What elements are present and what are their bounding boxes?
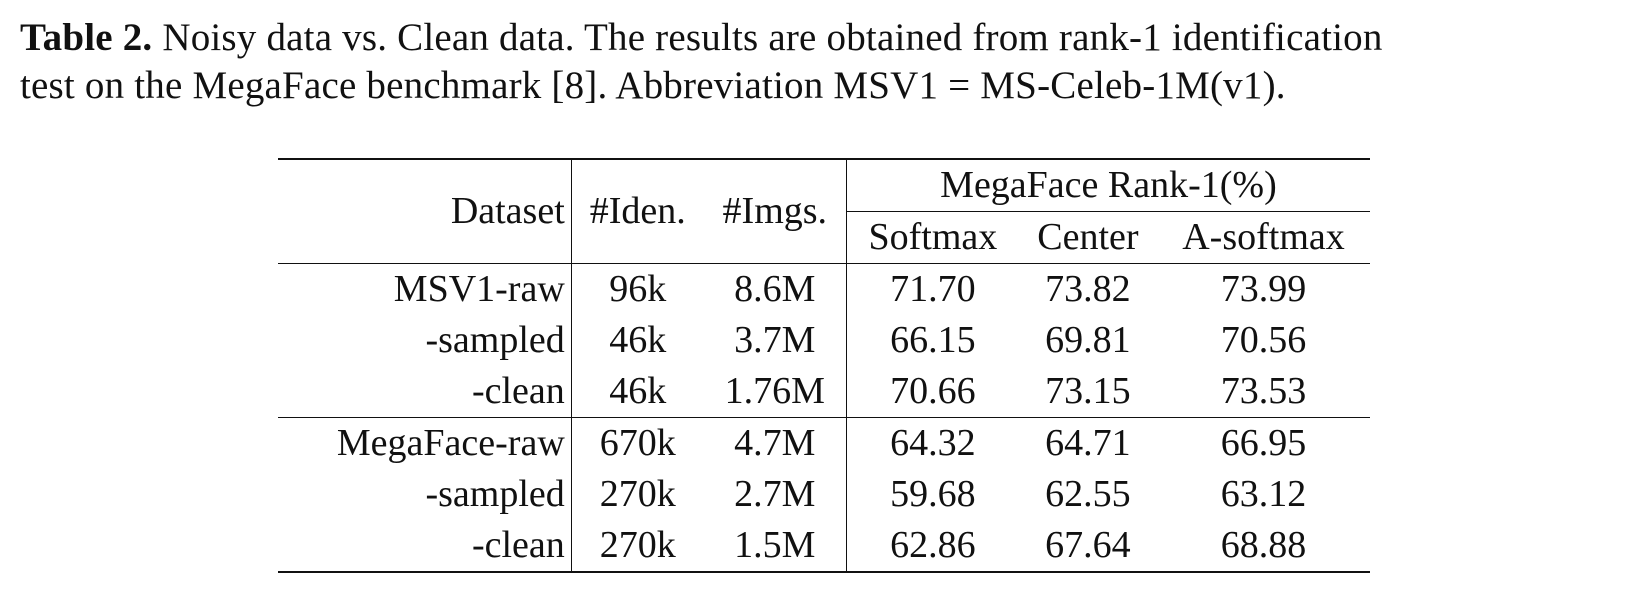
cell-asoftmax: 73.53 <box>1220 370 1307 412</box>
cell-identities: 96k <box>571 263 704 315</box>
cell-softmax: 71.70 <box>846 263 1019 315</box>
cell-softmax: 62.86 <box>846 520 1019 573</box>
cell-asoftmax: 66.95 <box>1157 417 1370 469</box>
table-row: -clean 270k 1.5M 62.86 67.64 68.88 <box>278 520 1370 573</box>
header-softmax: Softmax <box>868 216 998 258</box>
header-identities: #Iden. <box>571 158 704 264</box>
results-table-wrapper: Dataset #Iden. #Imgs. MegaFace Rank-1(%)… <box>278 158 1370 573</box>
cell-dataset: -sampled <box>278 315 572 366</box>
cell-center: 67.64 <box>1018 520 1158 573</box>
cell-asoftmax: 73.99 <box>1157 263 1370 315</box>
cell-images: 4.7M <box>703 417 847 469</box>
table-row: MSV1-raw 96k 8.6M 71.70 73.82 73.99 <box>278 263 1370 315</box>
table-row: -clean 46k 1.76M 70.66 73.15 73.53 <box>278 366 1370 418</box>
cell-softmax: 66.15 <box>890 319 976 361</box>
table-caption: Table 2. Noisy data vs. Clean data. The … <box>20 14 1620 110</box>
cell-dataset: MegaFace-raw <box>278 417 572 469</box>
cell-center: 62.55 <box>1045 473 1131 515</box>
cell-images: 2.7M <box>703 469 847 520</box>
cell-images: 8.6M <box>703 263 847 315</box>
header-asoftmax: A-softmax <box>1182 216 1345 258</box>
cell-images: 1.76M <box>703 366 847 418</box>
cell-softmax: 64.32 <box>846 417 1019 469</box>
cell-softmax: 70.66 <box>890 370 976 412</box>
cell-center: 69.81 <box>1045 319 1131 361</box>
header-row-1: Dataset #Iden. #Imgs. MegaFace Rank-1(%) <box>278 158 1370 264</box>
cell-asoftmax: 70.56 <box>1220 319 1307 361</box>
header-images: #Imgs. <box>703 158 847 264</box>
cell-images: 1.5M <box>703 520 847 573</box>
cell-identities: 46k <box>609 319 667 361</box>
cell-images: 3.7M <box>703 315 847 366</box>
header-dataset: Dataset <box>278 158 572 264</box>
caption-text-1: Noisy data vs. Clean data. The results a… <box>152 16 1383 59</box>
cell-softmax: 59.68 <box>890 473 976 515</box>
cell-dataset: -sampled <box>278 469 572 520</box>
cell-center: 64.71 <box>1018 417 1158 469</box>
table-row: -sampled 46k 3.7M 66.15 69.81 70.56 <box>278 315 1370 366</box>
caption-line-1: Table 2. Noisy data vs. Clean data. The … <box>20 14 1620 62</box>
cell-identities: 670k <box>571 417 704 469</box>
cell-asoftmax: 63.12 <box>1220 473 1307 515</box>
header-row-2: Softmax Center A-softmax <box>278 212 1370 264</box>
cell-dataset: MSV1-raw <box>278 263 572 315</box>
table-row: -sampled 270k 2.7M 59.68 62.55 63.12 <box>278 469 1370 520</box>
table-row: MegaFace-raw 670k 4.7M 64.32 64.71 66.95 <box>278 417 1370 469</box>
results-table: Dataset #Iden. #Imgs. MegaFace Rank-1(%)… <box>278 158 1370 573</box>
cell-dataset: -clean <box>278 520 572 573</box>
cell-asoftmax: 68.88 <box>1157 520 1370 573</box>
caption-line-2: test on the MegaFace benchmark [8]. Abbr… <box>20 64 1286 107</box>
cell-dataset: -clean <box>278 366 572 418</box>
header-megaface-rank1: MegaFace Rank-1(%) <box>846 158 1370 212</box>
cell-center: 73.82 <box>1018 263 1158 315</box>
header-center: Center <box>1037 216 1139 258</box>
cell-identities: 270k <box>599 473 676 515</box>
caption-label: Table 2. <box>20 16 153 59</box>
cell-center: 73.15 <box>1045 370 1131 412</box>
cell-identities: 46k <box>609 370 667 412</box>
cell-identities: 270k <box>571 520 704 573</box>
